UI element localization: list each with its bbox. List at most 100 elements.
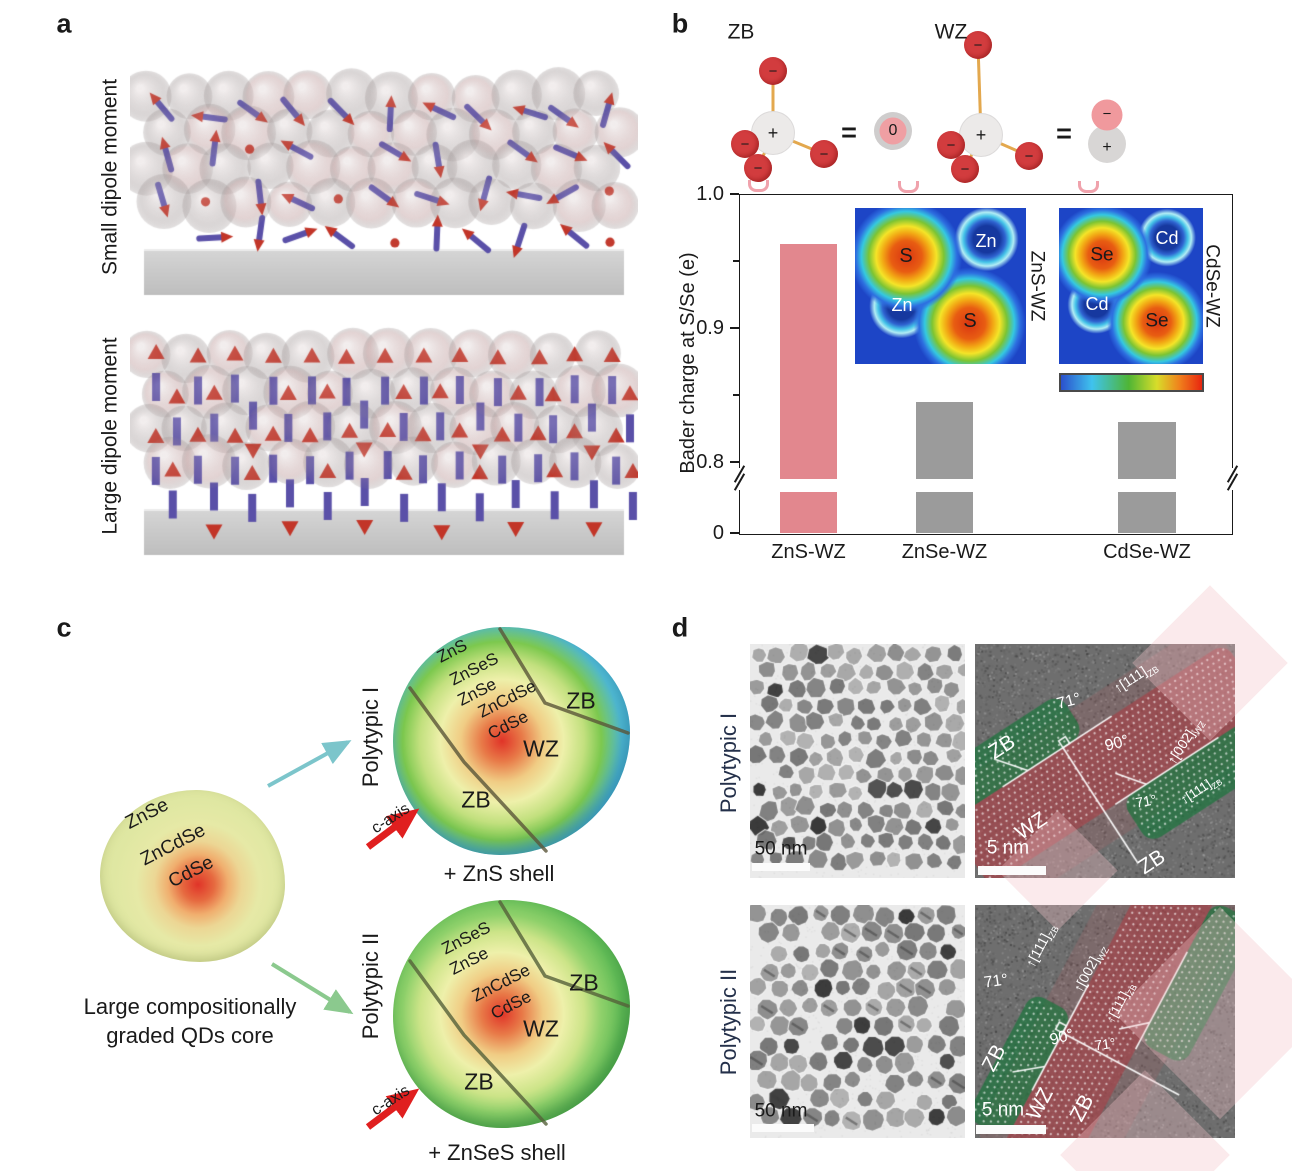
hr2-angle-lower: 71°: [1093, 1034, 1117, 1054]
watermark-mark: [898, 181, 919, 193]
axis-break-right: [1225, 465, 1240, 491]
hrtem-image-polytypic1: [975, 644, 1235, 878]
minus-sign: −: [768, 62, 778, 80]
wz-cation-atom: +: [960, 114, 1002, 156]
zb-anion-top: −: [759, 57, 787, 85]
wz-anion-right: −: [1015, 142, 1043, 170]
tem-image-polytypic2: [750, 905, 965, 1138]
hr1-scale-label: 5 nm: [986, 837, 1030, 859]
net-dipole-minus: −: [1102, 105, 1112, 123]
wz-equals: =: [1056, 118, 1072, 149]
hrtem-image-polytypic2: [975, 905, 1235, 1138]
y-axis-tick: [730, 461, 739, 463]
hr1-angle-lower: 71°: [1134, 791, 1158, 811]
y-axis-tick-label: 0.9: [696, 317, 724, 339]
inset1-anion-label: S: [963, 310, 977, 332]
core-caption-line1: Large compositionally: [83, 994, 297, 1019]
tem2-scale-label: 50 nm: [754, 1100, 808, 1122]
arrow-to-polytypic1: [267, 740, 352, 788]
inset2-cation-label: Cd: [1155, 228, 1179, 248]
chart-category-label: ZnSe-WZ: [901, 541, 988, 563]
inset1-cation-label: Zn: [891, 295, 913, 315]
minus-sign: −: [753, 159, 763, 177]
graded-core-qd: [100, 790, 285, 962]
zero-label: 0: [888, 122, 898, 139]
y-axis-tick-label: 0.8: [696, 451, 724, 473]
axis-break-gap: [915, 479, 974, 492]
polytypic2-side-label: Polytypic II: [358, 932, 383, 1040]
watermark-mark: [1078, 181, 1099, 193]
minus-sign: −: [740, 135, 750, 153]
polytypic1-side-label: Polytypic I: [358, 686, 383, 788]
net-dipole-minus-circle: [1091, 99, 1123, 131]
axis-break-left: [732, 465, 747, 491]
chart-y-axis-title: Bader charge at S/Se (e): [677, 252, 699, 474]
d-row2-side-label: Polytypic II: [716, 968, 741, 1076]
minus-sign: −: [973, 36, 983, 54]
small-dipole-caption: Small dipole moment: [98, 78, 122, 276]
y-axis-minor-tick: [733, 260, 739, 262]
minus-sign: −: [946, 136, 956, 154]
tem1-scale-bar: [752, 863, 810, 871]
zb-anion-right: −: [810, 140, 838, 168]
hr1-scale-bar: [978, 866, 1046, 875]
y-axis-tick-label: 0: [712, 522, 724, 544]
inset1-anion-label: S: [899, 245, 913, 267]
watermark-mark: [748, 180, 769, 192]
minus-sign: −: [819, 145, 829, 163]
small-dipole-render: [130, 50, 638, 305]
inset1-cation-label: Zn: [975, 231, 997, 251]
zb-title: ZB: [727, 20, 755, 44]
plus-sign: +: [767, 122, 779, 143]
qd2-zb-right-label: ZB: [569, 969, 599, 996]
zb-equals: =: [841, 117, 857, 148]
qd1-caption: + ZnS shell: [443, 861, 555, 886]
net-dipole-plus: +: [1102, 139, 1112, 156]
hr2-scale-label: 5 nm: [981, 1099, 1025, 1121]
qd1-wz-label: WZ: [523, 735, 559, 762]
axis-break-gap: [779, 479, 838, 492]
qd2-caption: + ZnSeS shell: [428, 1140, 566, 1165]
core-caption-line2: graded QDs core: [106, 1023, 274, 1048]
plus-sign: +: [975, 124, 987, 145]
wz-anion-top: −: [964, 31, 992, 59]
panel-b-letter: b: [671, 8, 689, 39]
inset2-title: CdSe-WZ: [1201, 244, 1223, 328]
inset2-cation-label: Cd: [1085, 294, 1109, 314]
axis-break-gap: [1117, 479, 1177, 492]
chart-category-label: CdSe-WZ: [1103, 541, 1191, 563]
charge-density-colorbar: [1059, 373, 1204, 392]
y-axis-minor-tick: [733, 394, 739, 396]
tem-image-polytypic1: [750, 644, 965, 878]
hr2-angle-upper: 71°: [982, 971, 1010, 992]
qd1-zb-right-label: ZB: [566, 687, 596, 714]
y-axis-tick: [730, 532, 739, 534]
inset2-anion-label: Se: [1145, 310, 1169, 332]
y-axis-tick: [730, 327, 739, 329]
cdse-wz-charge-density-inset: [1059, 208, 1203, 364]
panel-d-letter: d: [671, 612, 689, 643]
tem2-scale-bar: [752, 1124, 814, 1132]
inset1-title: ZnS-WZ: [1026, 250, 1048, 322]
hr2-scale-bar: [976, 1125, 1046, 1134]
qd2-zb-left-label: ZB: [464, 1068, 494, 1095]
qd2-caxis-label: c-axis: [368, 1082, 413, 1120]
chart-bar: [916, 401, 973, 533]
net-dipole-plus-circle: [1088, 125, 1126, 163]
polytypic1-qd: [393, 627, 630, 855]
inset2-anion-label: Se: [1090, 244, 1114, 266]
wz-title: WZ: [934, 20, 968, 44]
zns-wz-charge-density-inset: [855, 208, 1026, 364]
d-row1-side-label: Polytypic I: [716, 712, 741, 814]
minus-sign: −: [960, 160, 970, 178]
y-axis-tick-label: 1.0: [696, 183, 724, 205]
wz-anion-bottom: −: [951, 155, 979, 183]
large-dipole-render: [130, 310, 638, 565]
minus-sign: −: [1024, 147, 1034, 165]
chart-bar: [1118, 421, 1176, 533]
panel-a-letter: a: [56, 8, 72, 39]
chart-category-label: ZnS-WZ: [771, 541, 846, 563]
large-dipole-caption: Large dipole moment: [98, 337, 122, 535]
qd2-wz-label: WZ: [523, 1015, 559, 1042]
